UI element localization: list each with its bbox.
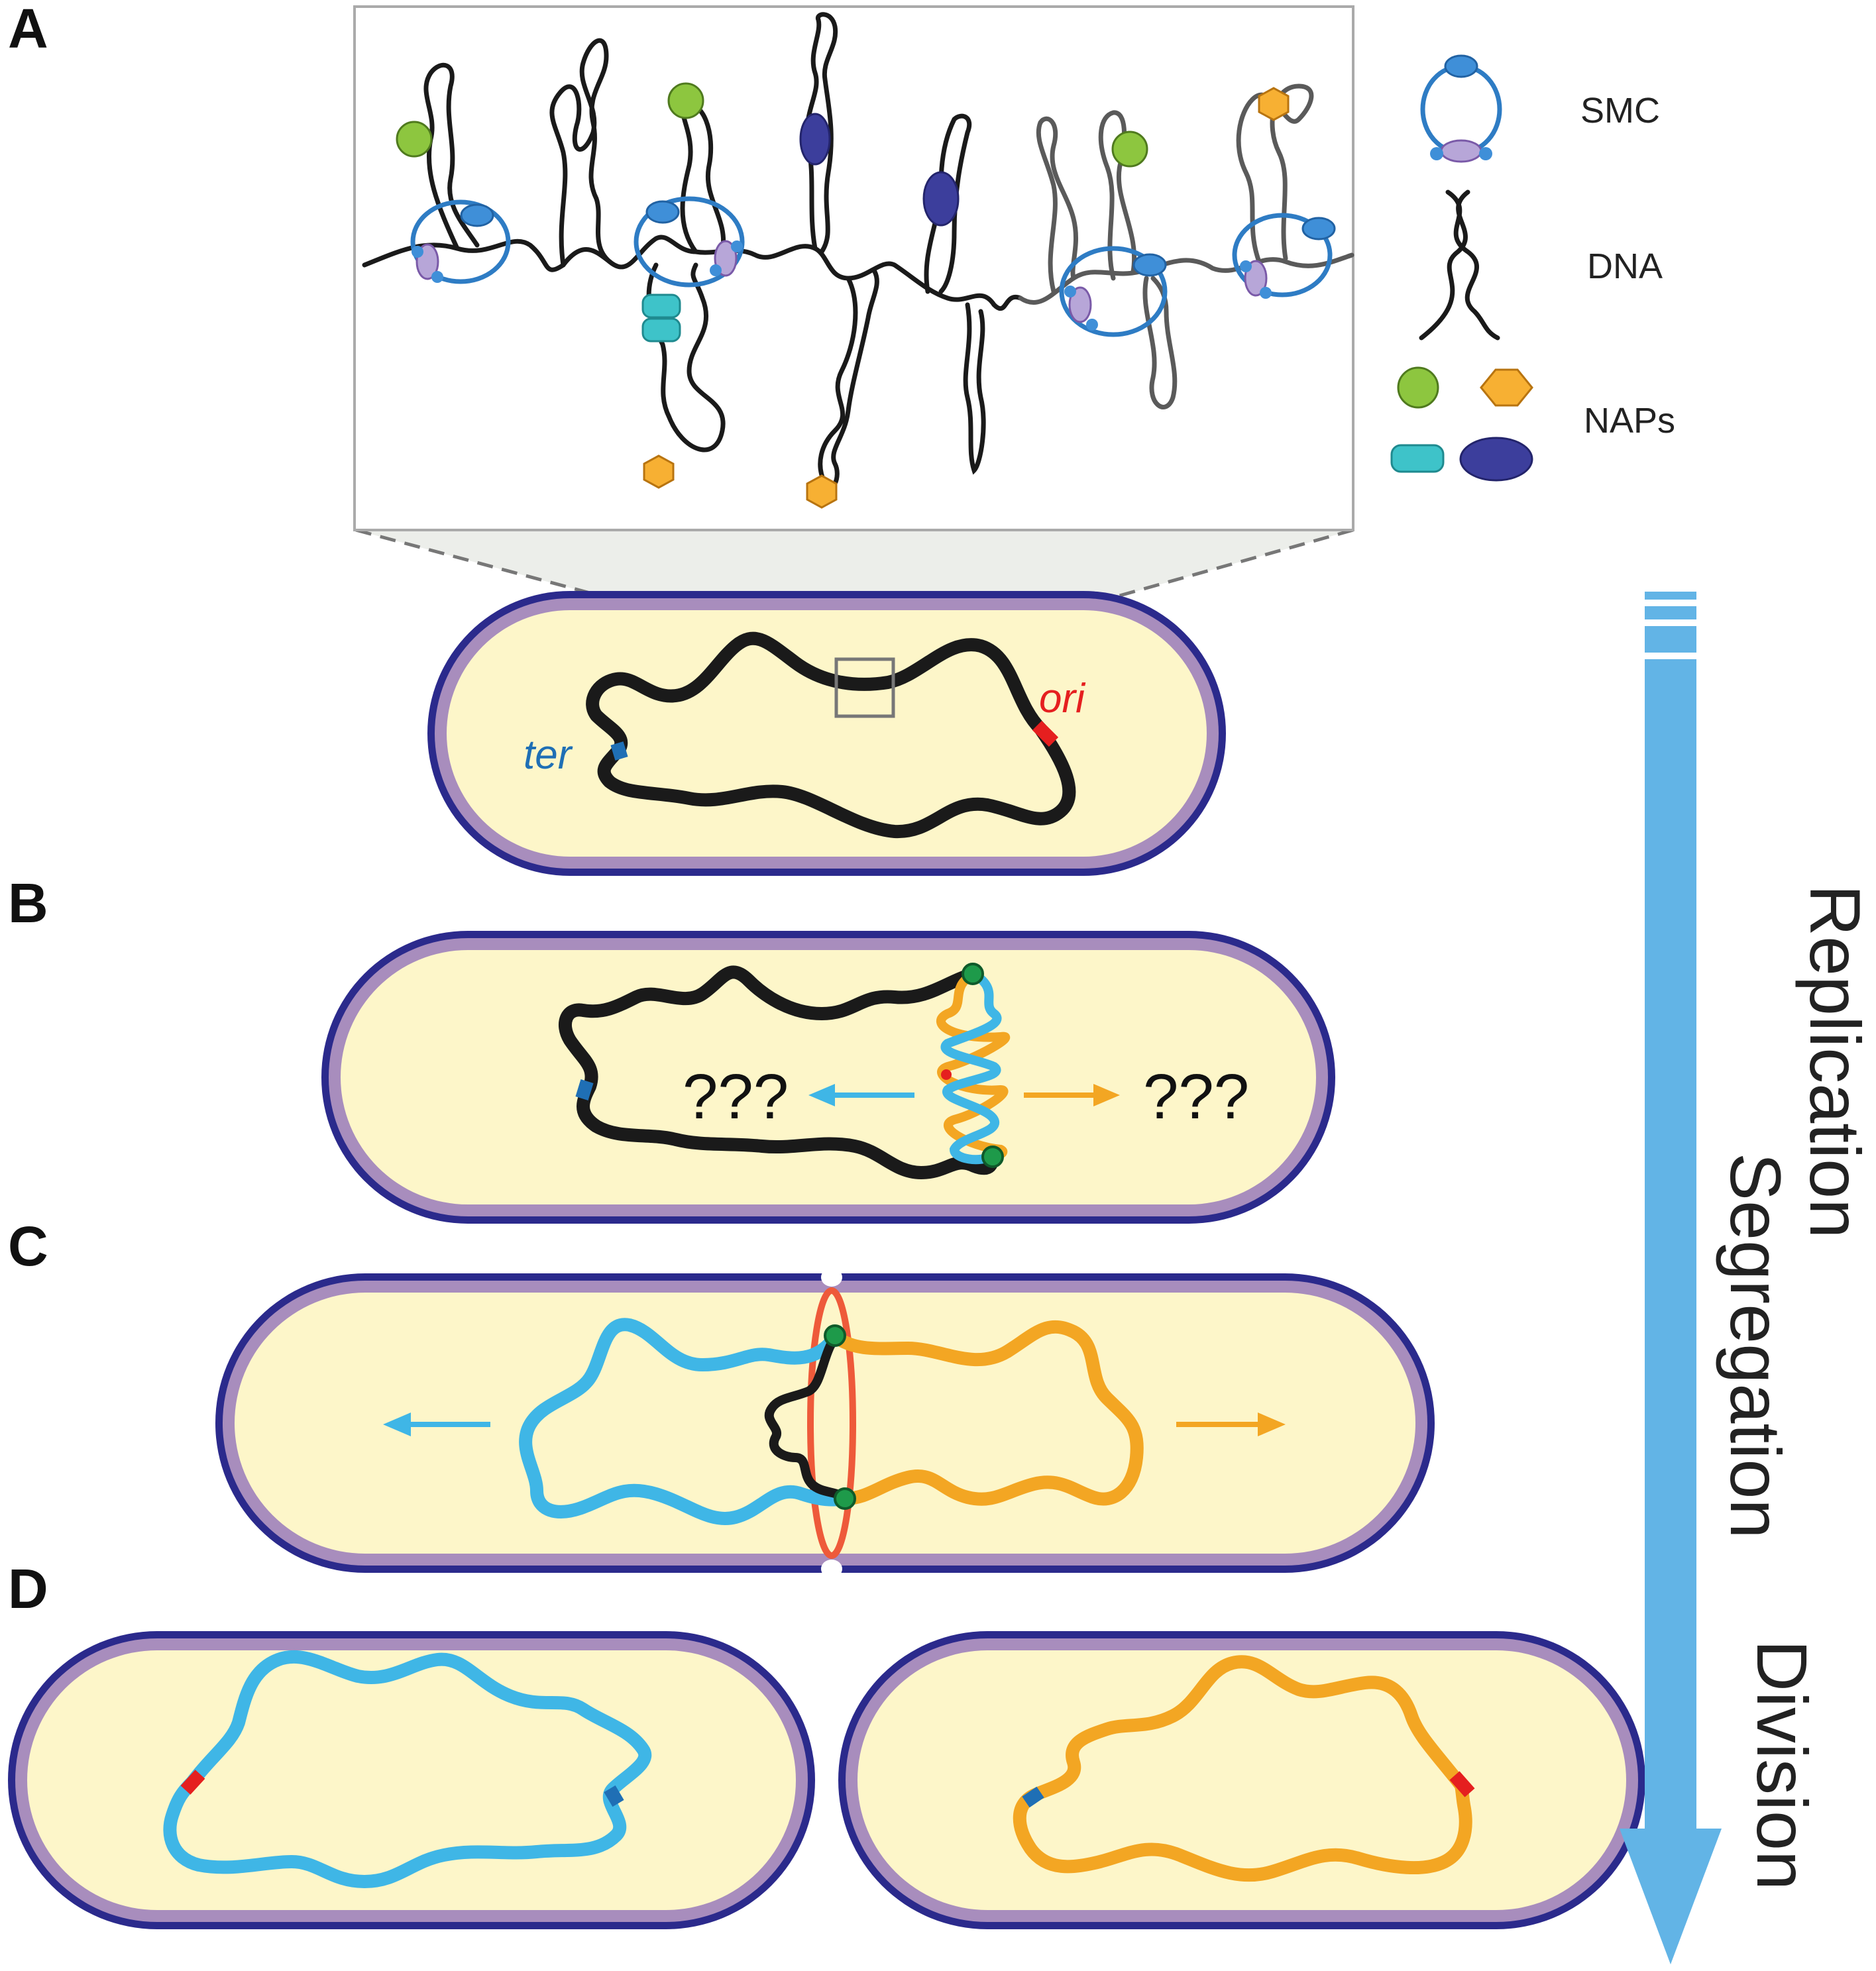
legend-smc-label: SMC — [1580, 91, 1660, 131]
nap-navy-1 — [799, 113, 831, 166]
legend-dna-label: DNA — [1587, 246, 1663, 286]
legend-nap-navy-icon — [1459, 437, 1533, 482]
dna-loop-9 — [1236, 83, 1314, 264]
legend: SMC DNA NAPs — [1390, 54, 1675, 482]
replisome-b-top — [962, 963, 984, 985]
unknown-label-left: ??? — [683, 1061, 789, 1132]
arrow-left-blue-c — [383, 1412, 490, 1436]
nap-teal-2 — [641, 317, 681, 343]
dna-backbone-gray — [1018, 252, 1354, 305]
arrow-right-orange-b — [1024, 1084, 1120, 1106]
nap-green-3 — [1111, 131, 1148, 168]
constriction-notch-bottom — [821, 1560, 842, 1578]
dna-loop-1 — [423, 62, 480, 251]
smc-complex-4 — [1232, 213, 1336, 299]
daughter-blue-c — [519, 1318, 852, 1525]
chromatin-inset — [353, 5, 1354, 531]
chromosome-a — [586, 631, 1076, 839]
smc-complex-3 — [1059, 246, 1168, 337]
progression-arrow — [1620, 592, 1722, 1964]
dna-loop-8 — [1098, 110, 1178, 409]
dna-loop-2 — [549, 38, 612, 268]
ori-marker-b — [941, 1069, 952, 1080]
replisome-b-bottom — [981, 1145, 1004, 1168]
cell-d-right — [838, 1631, 1645, 1929]
ori-label: ori — [1039, 676, 1086, 721]
legend-nap-teal-icon — [1390, 444, 1445, 473]
ori-marker-a — [1032, 720, 1059, 747]
panel-label-c: C — [8, 1215, 48, 1277]
inset-frame — [353, 5, 1354, 531]
arrow-right-orange-c — [1176, 1412, 1286, 1436]
daughter-blue-b — [940, 969, 1002, 1165]
ori-marker-d-right — [1449, 1771, 1475, 1797]
legend-naps-label: NAPs — [1584, 401, 1675, 441]
smc-complex-2 — [634, 196, 745, 288]
ter-marker-b — [575, 1079, 594, 1100]
dna-loop-7 — [1036, 116, 1078, 294]
legend-nap-green-icon — [1397, 366, 1439, 409]
nap-orange-1 — [643, 454, 675, 489]
ter-label: ter — [524, 732, 573, 778]
replisome-c-top — [824, 1324, 846, 1347]
zoom-line-right — [893, 528, 1354, 661]
dna-backbone — [362, 235, 1023, 311]
panel-label-b: B — [8, 872, 48, 934]
division-septum — [807, 1287, 856, 1559]
chromosome-b-unreplicated — [558, 965, 999, 1180]
panel-label-a: A — [8, 0, 48, 60]
ter-marker-d-left — [604, 1785, 624, 1807]
nap-orange-2 — [806, 474, 838, 509]
ter-marker-a — [610, 741, 628, 761]
cell-b: ??? ??? — [321, 931, 1335, 1224]
nap-navy-2 — [922, 171, 960, 227]
chromosome-c-unreplicated — [764, 1332, 850, 1503]
nap-orange-3 — [1258, 87, 1290, 121]
legend-smc-icon — [1420, 54, 1502, 163]
panel-label-d: D — [8, 1558, 48, 1620]
stage-label-replication: Replication — [1795, 884, 1875, 1238]
nap-green-1 — [396, 121, 433, 158]
stage-label-division: Division — [1742, 1640, 1822, 1890]
legend-nap-orange-icon — [1480, 368, 1533, 407]
cell-c — [215, 1268, 1435, 1578]
daughter-orange-c — [830, 1320, 1144, 1506]
cell-a: ter ori — [427, 591, 1226, 876]
zoom-box — [834, 657, 895, 718]
nap-green-2 — [667, 82, 704, 119]
cell-d-left — [8, 1631, 815, 1929]
ori-marker-d-left — [180, 1770, 205, 1795]
stage-label-segregation: Segregation — [1716, 1153, 1796, 1538]
arrow-left-blue-b — [808, 1084, 914, 1106]
nap-teal-1 — [641, 293, 681, 319]
ter-marker-d-right — [1022, 1786, 1044, 1808]
legend-dna-icon — [1419, 189, 1500, 341]
unknown-label-right: ??? — [1143, 1061, 1249, 1132]
smc-complex-1 — [410, 199, 511, 284]
replisome-c-bottom — [834, 1487, 856, 1510]
constriction-notch-top — [821, 1268, 842, 1287]
